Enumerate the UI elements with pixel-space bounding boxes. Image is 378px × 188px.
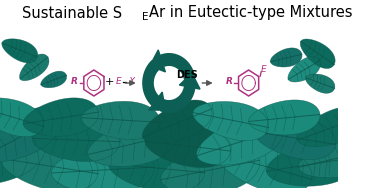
Text: Sustainable S: Sustainable S: [22, 5, 122, 20]
Text: E: E: [261, 64, 266, 74]
Polygon shape: [108, 145, 204, 188]
Polygon shape: [32, 119, 120, 161]
Polygon shape: [0, 132, 45, 185]
Polygon shape: [197, 116, 283, 165]
Polygon shape: [160, 86, 195, 113]
Polygon shape: [88, 119, 177, 166]
Polygon shape: [81, 101, 160, 139]
Polygon shape: [254, 118, 336, 160]
Text: R: R: [226, 77, 232, 86]
Text: E: E: [142, 12, 149, 22]
Polygon shape: [142, 60, 159, 106]
Text: R: R: [71, 77, 77, 86]
Polygon shape: [150, 50, 166, 72]
Polygon shape: [143, 100, 212, 143]
Polygon shape: [0, 143, 98, 188]
Text: DES: DES: [176, 70, 198, 80]
Polygon shape: [270, 48, 302, 67]
Polygon shape: [2, 39, 38, 63]
Polygon shape: [23, 98, 99, 136]
Polygon shape: [41, 71, 67, 88]
Polygon shape: [288, 56, 321, 82]
Polygon shape: [0, 107, 62, 162]
Polygon shape: [299, 136, 378, 178]
Polygon shape: [297, 107, 364, 146]
Text: E: E: [116, 77, 122, 86]
Polygon shape: [216, 142, 312, 188]
Polygon shape: [20, 54, 49, 81]
Polygon shape: [193, 102, 269, 141]
Polygon shape: [160, 53, 195, 80]
Polygon shape: [145, 126, 231, 168]
Polygon shape: [51, 144, 154, 188]
Polygon shape: [266, 140, 359, 186]
Polygon shape: [149, 92, 165, 110]
Polygon shape: [0, 98, 44, 137]
Polygon shape: [305, 74, 335, 93]
Text: Ar in Eutectic-type Mixtures: Ar in Eutectic-type Mixtures: [149, 5, 353, 20]
Text: X: X: [129, 77, 135, 86]
Text: +: +: [104, 77, 114, 87]
Polygon shape: [161, 143, 260, 188]
Polygon shape: [300, 39, 335, 68]
Polygon shape: [249, 100, 320, 135]
Polygon shape: [180, 73, 200, 89]
